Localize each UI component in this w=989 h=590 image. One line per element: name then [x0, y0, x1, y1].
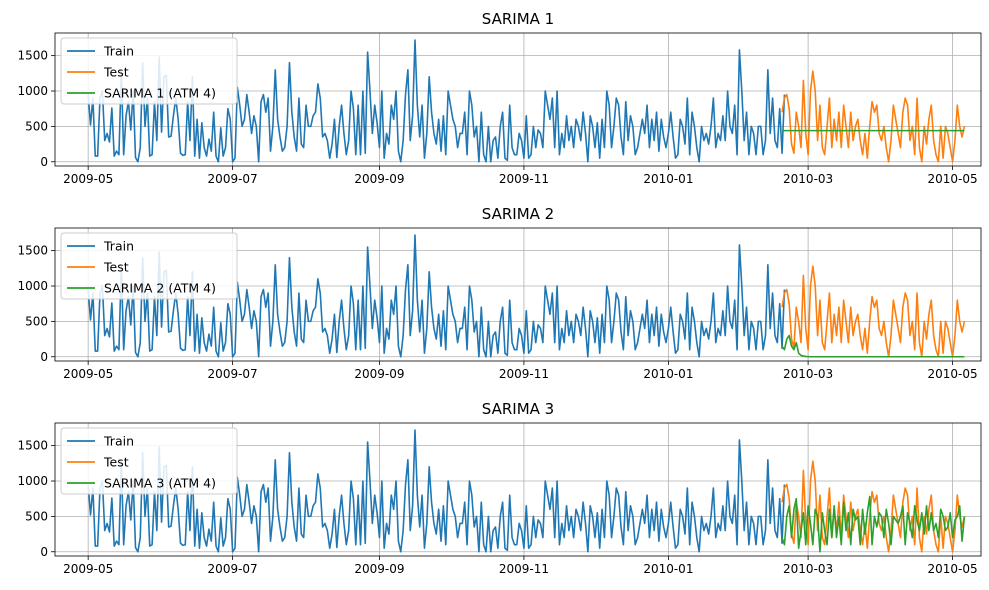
- x-tick-label: 2009-11: [499, 367, 549, 381]
- chart-title: SARIMA 3: [482, 400, 554, 418]
- legend-label: SARIMA 3 (ATM 4): [104, 476, 216, 491]
- y-tick-label: 1500: [17, 49, 48, 63]
- x-tick-label: 2010-01: [643, 562, 693, 576]
- series-line-train: [87, 234, 786, 358]
- x-tick-label: 2009-09: [354, 172, 404, 186]
- x-tick-label: 2010-03: [783, 562, 833, 576]
- y-tick-label: 0: [40, 155, 48, 169]
- x-tick-label: 2009-07: [208, 367, 258, 381]
- legend: Train Test SARIMA 1 (ATM 4): [60, 37, 238, 105]
- y-tick-label: 0: [40, 545, 48, 559]
- x-tick-label: 2009-09: [354, 367, 404, 381]
- legend-box: [60, 427, 238, 495]
- x-tick-label: 2010-01: [643, 367, 693, 381]
- x-tick-label: 2010-03: [783, 172, 833, 186]
- legend-label: SARIMA 2 (ATM 4): [104, 281, 216, 296]
- x-tick-label: 2009-11: [499, 172, 549, 186]
- legend-label: Test: [103, 65, 129, 80]
- x-tick-label: 2010-05: [928, 367, 978, 381]
- legend-label: Train: [103, 239, 134, 254]
- series-line-train: [87, 39, 786, 163]
- legend-label: Train: [103, 44, 134, 59]
- series-line-forecast: [781, 334, 965, 358]
- x-tick-label: 2009-05: [63, 562, 113, 576]
- y-tick-label: 1000: [17, 84, 48, 98]
- series-line-train: [87, 429, 786, 553]
- series-line-test: [781, 460, 966, 553]
- subplot-1: SARIMA 1 2009-05 2009-07 2009-09 2009-11 2010…: [17, 10, 982, 186]
- series-line-test: [781, 265, 966, 358]
- x-tick-label: 2009-05: [63, 367, 113, 381]
- series-line-forecast: [781, 495, 966, 553]
- subplot-3: SARIMA 3 2009-05 2009-07 2009-09 2009-11 2010…: [17, 400, 982, 576]
- x-tick-label: 2010-03: [783, 367, 833, 381]
- y-tick-label: 1000: [17, 474, 48, 488]
- legend: Train Test SARIMA 2 (ATM 4): [60, 232, 238, 300]
- plot-frame: [54, 227, 982, 362]
- y-tick-label: 0: [40, 350, 48, 364]
- legend: Train Test SARIMA 3 (ATM 4): [60, 427, 238, 495]
- legend-label: Test: [103, 260, 129, 275]
- series-line-test: [781, 70, 966, 163]
- y-tick-label: 500: [25, 119, 48, 133]
- x-tick-label: 2009-09: [354, 562, 404, 576]
- x-tick-label: 2009-05: [63, 172, 113, 186]
- legend-label: SARIMA 1 (ATM 4): [104, 86, 216, 101]
- y-tick-label: 500: [25, 509, 48, 523]
- chart-title: SARIMA 2: [482, 205, 554, 223]
- y-tick-label: 500: [25, 314, 48, 328]
- plot-frame: [54, 422, 982, 557]
- x-tick-label: 2009-11: [499, 562, 549, 576]
- x-tick-label: 2009-07: [208, 562, 258, 576]
- x-tick-label: 2010-05: [928, 562, 978, 576]
- legend-box: [60, 37, 238, 105]
- plot-frame: [54, 32, 982, 167]
- y-tick-label: 1500: [17, 439, 48, 453]
- legend-label: Train: [103, 434, 134, 449]
- chart-title: SARIMA 1: [482, 10, 554, 28]
- x-tick-label: 2010-05: [928, 172, 978, 186]
- x-tick-label: 2010-01: [643, 172, 693, 186]
- y-tick-label: 1000: [17, 279, 48, 293]
- subplot-2: SARIMA 2 2009-05 2009-07 2009-09 2009-11 2010…: [17, 205, 982, 381]
- y-tick-label: 1500: [17, 244, 48, 258]
- x-tick-label: 2009-07: [208, 172, 258, 186]
- legend-box: [60, 232, 238, 300]
- legend-label: Test: [103, 455, 129, 470]
